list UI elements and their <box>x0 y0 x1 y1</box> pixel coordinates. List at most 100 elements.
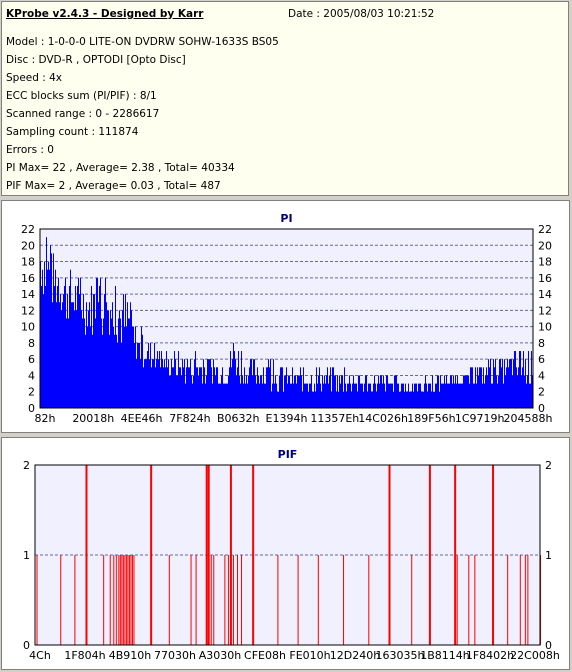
pi-bar <box>338 391 339 408</box>
pi-bar <box>88 310 89 408</box>
pi-bar <box>165 367 166 408</box>
pi-bar <box>259 383 260 408</box>
pi-bar <box>164 359 165 408</box>
pi-bar <box>302 391 303 408</box>
pi-bar <box>60 294 61 408</box>
pi-bar <box>179 367 180 408</box>
pi-bar <box>472 367 473 408</box>
pi-bar <box>507 359 508 408</box>
pi-bar <box>298 375 299 408</box>
pi-bar <box>133 326 134 408</box>
pi-bar <box>479 367 480 408</box>
pi-bar <box>48 261 49 408</box>
pi-bar <box>443 383 444 408</box>
pi-bar <box>217 367 218 408</box>
pi-bar <box>526 383 527 408</box>
pi-bar <box>442 383 443 408</box>
pif-bar <box>168 555 170 645</box>
pi-bar <box>513 359 514 408</box>
pi-bar <box>490 359 491 408</box>
pi-xtick: 7F824h <box>169 412 210 425</box>
pi-bar <box>45 285 46 408</box>
pi-bar <box>272 383 273 408</box>
pi-bar <box>488 359 489 408</box>
pi-bar <box>356 383 357 408</box>
pi-bar <box>50 245 51 408</box>
pi-bar <box>191 375 192 408</box>
pi-bar <box>187 359 188 408</box>
pi-bar <box>384 383 385 408</box>
pi-ytick-right: 12 <box>538 304 552 317</box>
pi-bar <box>308 391 309 408</box>
pi-ytick-right: 16 <box>538 272 552 285</box>
pi-bar <box>168 359 169 408</box>
pi-bar <box>410 391 411 408</box>
pif-bar <box>119 555 121 645</box>
pi-bar <box>401 383 402 408</box>
pi-bar <box>522 367 523 408</box>
pi-bar <box>422 391 423 408</box>
pi-bar <box>278 391 279 408</box>
pi-bar <box>252 375 253 408</box>
pi-ytick-right: 4 <box>538 369 545 382</box>
pi-bar <box>421 391 422 408</box>
pi-bar <box>376 391 377 408</box>
pi-bar <box>140 359 141 408</box>
pi-ytick-left: 4 <box>28 369 35 382</box>
pif-bar <box>60 555 62 645</box>
pi-xtick: 11357Eh <box>310 412 359 425</box>
pi-bar <box>59 302 60 408</box>
pi-bar <box>171 359 172 408</box>
pi-bar <box>80 277 81 408</box>
pi-bar <box>227 383 228 408</box>
pif-xtick: 77030h <box>154 649 196 662</box>
pi-bar <box>430 383 431 408</box>
pi-plot-border <box>39 228 534 409</box>
pi-bar <box>357 391 358 408</box>
pi-bar <box>372 391 373 408</box>
pif-xtick: 1B8114h <box>420 649 470 662</box>
pi-bar <box>193 375 194 408</box>
pi-bar <box>390 383 391 408</box>
pi-ytick-right: 14 <box>538 288 552 301</box>
pi-bar <box>317 383 318 408</box>
pif-bar <box>133 555 135 645</box>
pi-bar <box>336 391 337 408</box>
pi-bar <box>521 375 522 408</box>
pi-bar <box>87 326 88 408</box>
pi-bar <box>276 383 277 408</box>
pi-bar <box>115 285 116 408</box>
pi-bar <box>125 294 126 408</box>
pi-bar <box>377 383 378 408</box>
pi-bar <box>360 383 361 408</box>
pi-ytick-left: 2 <box>28 386 35 399</box>
pi-bar <box>436 383 437 408</box>
pi-bar <box>515 351 516 408</box>
pi-bar <box>243 383 244 408</box>
pif-bar <box>131 555 133 645</box>
pi-bar <box>359 375 360 408</box>
pif-xtick: 163035h <box>376 649 425 662</box>
pi-bar <box>342 375 343 408</box>
pi-bar <box>487 375 488 408</box>
pi-bar <box>429 383 430 408</box>
pi-bar <box>185 383 186 408</box>
pi-bar <box>233 342 234 408</box>
pi-bar <box>398 383 399 408</box>
pi-bar <box>186 367 187 408</box>
pi-bar <box>381 375 382 408</box>
pi-bar <box>82 318 83 408</box>
pi-bar <box>92 334 93 408</box>
pi-bar <box>47 269 48 408</box>
pif-bar <box>232 555 234 645</box>
pi-bar <box>215 375 216 408</box>
pi-bar <box>458 383 459 408</box>
pi-bar <box>341 375 342 408</box>
pi-bar <box>299 375 300 408</box>
pi-bar <box>531 351 532 408</box>
pi-bar <box>493 359 494 408</box>
pi-bar <box>288 375 289 408</box>
pi-bar <box>391 383 392 408</box>
pi-bar <box>450 375 451 408</box>
